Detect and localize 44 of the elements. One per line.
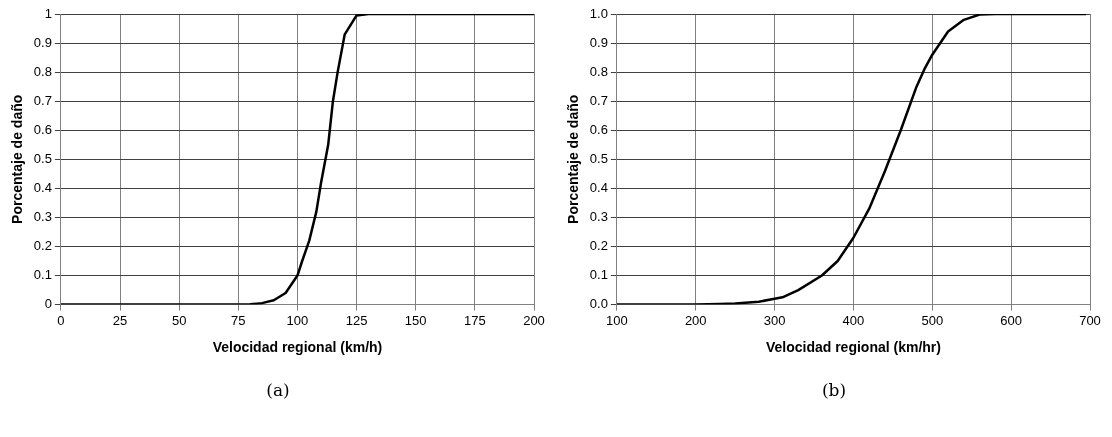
y-tick-label: 0.5 [589, 150, 608, 166]
y-axis-title: Porcentaje de daño [9, 94, 26, 224]
y-tick-label: 1 [44, 5, 52, 21]
x-tick-label: 100 [286, 312, 309, 328]
x-axis-title: Velocidad regional (km/hr) [765, 339, 941, 356]
x-tick-label: 50 [171, 312, 187, 328]
x-tick-label: 75 [231, 312, 246, 328]
y-tick-label: 0.8 [33, 63, 52, 79]
y-tick-label: 0.5 [33, 150, 52, 166]
y-tick-label: 0.3 [589, 209, 608, 224]
y-tick-label: 0.6 [589, 121, 608, 137]
x-axis-title: Velocidad regional (km/h) [212, 339, 383, 356]
y-tick-label: 0.0 [589, 296, 608, 312]
y-tick-label: 0.2 [33, 238, 52, 254]
x-tick-label: 700 [1079, 312, 1101, 328]
x-tick-label: 175 [464, 312, 486, 328]
x-tick-label: 500 [921, 312, 944, 328]
x-tick-label: 300 [763, 312, 786, 328]
y-tick-label: 1.0 [589, 5, 608, 21]
x-tick-label: 25 [112, 312, 128, 328]
text: (a) [265, 380, 291, 400]
y-tick-label: 0 [44, 296, 52, 312]
y-tick-label: 0.7 [33, 92, 52, 108]
y-axis-title: Porcentaje de daño [565, 94, 582, 224]
y-tick-label: 0.2 [589, 238, 608, 254]
y-tick-label: 0.8 [589, 63, 608, 79]
y-tick-label: 0.1 [589, 267, 608, 283]
x-tick-label: 400 [842, 312, 865, 328]
y-tick-label: 0.1 [33, 267, 52, 283]
x-tick-label: 200 [523, 312, 545, 328]
x-tick-label: 200 [684, 312, 707, 328]
x-tick-label: 150 [404, 312, 427, 328]
x-tick-label: 0 [57, 312, 65, 328]
x-tick-label: 125 [345, 312, 368, 328]
y-tick-label: 0.4 [33, 179, 52, 195]
y-tick-label: 0.9 [33, 34, 52, 50]
y-tick-label: 0.7 [589, 92, 608, 108]
text: (b) [820, 380, 848, 400]
y-tick-label: 0.6 [33, 121, 52, 137]
y-tick-label: 0.3 [33, 209, 52, 224]
y-tick-label: 0.4 [589, 179, 608, 195]
x-tick-label: 100 [606, 312, 628, 328]
x-tick-label: 600 [1000, 312, 1022, 328]
y-tick-label: 0.9 [589, 34, 608, 50]
